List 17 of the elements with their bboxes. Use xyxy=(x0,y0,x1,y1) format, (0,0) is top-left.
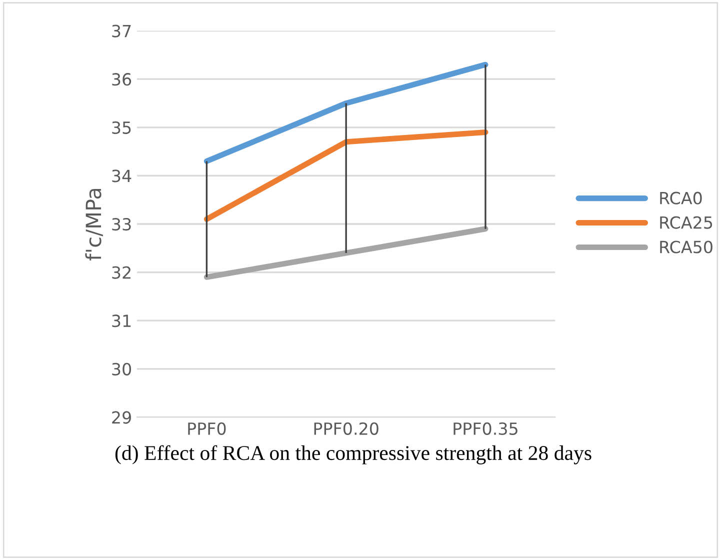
text: (d) Effect of RCA on the compressive strength at 28 days xyxy=(115,445,592,464)
legend-label: RCA0 xyxy=(660,192,702,204)
y-tick-label: 37 xyxy=(112,24,131,38)
y-tick-label: 32 xyxy=(112,266,130,279)
y-axis-title: f'c/MPa xyxy=(85,188,103,260)
y-tick-label: 33 xyxy=(112,218,131,231)
y-tick-label: 35 xyxy=(112,121,131,134)
y-tick-label: 29 xyxy=(112,411,131,424)
y-tick-label: 34 xyxy=(112,170,132,182)
y-tick-label: 36 xyxy=(112,73,132,86)
y-tick-label: 31 xyxy=(112,314,131,328)
x-tick-label: PPF0 xyxy=(188,422,226,435)
legend-label: RCA25 xyxy=(660,216,712,229)
x-tick-label: PPF0.35 xyxy=(454,422,518,435)
y-tick-label: 30 xyxy=(112,362,132,376)
x-tick-label: PPF0.20 xyxy=(314,422,378,435)
legend-label: RCA50 xyxy=(660,240,712,254)
